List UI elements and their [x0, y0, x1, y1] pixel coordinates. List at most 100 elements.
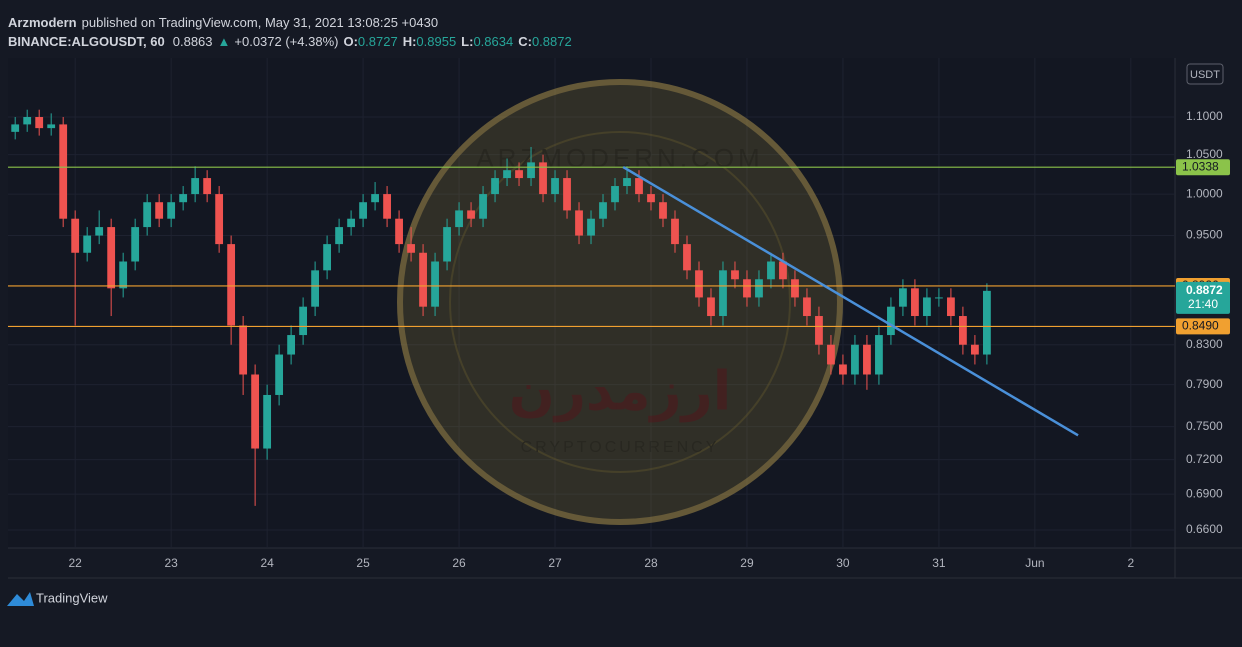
x-tick-label: 29 [740, 556, 754, 570]
currency: USDT [1190, 69, 1220, 81]
grid [8, 58, 1175, 548]
candle-body [311, 270, 320, 307]
y-tick-label: 1.1000 [1186, 109, 1223, 123]
candle-body [875, 335, 883, 375]
ohlc-value: 0.8634 [473, 34, 513, 49]
x-tick-label: 22 [68, 556, 82, 570]
candle-body [479, 194, 487, 219]
level-label: 0.8490 [1182, 319, 1219, 333]
y-tick-label: 0.9500 [1186, 228, 1223, 242]
published: published on TradingView.com, May 31, 20… [82, 15, 438, 30]
candle-body [851, 344, 859, 375]
level-label: 1.0338 [1182, 159, 1219, 173]
header-line-2: BINANCE:ALGOUSDT, 60 0.8863 ▲ +0.0372 (+4.3… [8, 34, 572, 49]
candle-body [971, 344, 979, 355]
candle-body [383, 194, 391, 219]
candle-body [863, 344, 871, 375]
header-line-1: Arzmodern published on TradingView.com, M… [8, 15, 438, 30]
candle-body [743, 279, 751, 298]
candle-body [275, 354, 284, 395]
candle-body [239, 325, 248, 375]
ohlc-key: L: [461, 34, 473, 49]
ohlc-key: O: [343, 34, 357, 49]
candle-body [251, 374, 260, 449]
y-tick-label: 0.6600 [1186, 522, 1223, 536]
candle-body [155, 202, 164, 219]
candle-body [503, 170, 511, 179]
ohlc-key: C: [518, 34, 532, 49]
candle-body [767, 261, 775, 280]
watermark-site: ARZMODERN.COM [476, 143, 763, 173]
candle-body [71, 218, 80, 253]
candle-body [83, 235, 92, 253]
candle-body [407, 244, 415, 253]
candle-body [323, 244, 332, 271]
candle-body [563, 178, 571, 211]
candle-body [299, 306, 308, 336]
y-tick-label: 0.6900 [1186, 486, 1223, 500]
candle-body [227, 244, 236, 326]
candle-body [887, 306, 895, 336]
candle-body [107, 227, 116, 289]
marks [8, 109, 1175, 506]
y-tick-label: 0.7200 [1186, 452, 1223, 466]
candle-body [179, 194, 188, 203]
candle-body [35, 117, 44, 129]
x-tick-label: 2 [1128, 556, 1135, 570]
ohlc-value: 0.8955 [416, 34, 456, 49]
candle-body [359, 202, 367, 219]
candle-body [215, 194, 224, 245]
candle-body [11, 124, 20, 132]
candle-body [23, 117, 32, 125]
axes: 0.6600 0.6900 0.7200 0.7500 0.7900 0.8300 0.95… [68, 109, 1230, 570]
candle-body [695, 270, 703, 298]
plot-area [8, 58, 1175, 548]
x-tick-label: 27 [548, 556, 562, 570]
candle-body [671, 218, 679, 245]
candle-body [551, 178, 559, 195]
candle-body [539, 162, 547, 195]
candle-body [935, 297, 943, 299]
candle-body [779, 261, 787, 280]
candle-body [611, 186, 619, 203]
candle-body [515, 170, 523, 179]
candle-body [371, 194, 379, 203]
candle-body [347, 218, 355, 228]
x-tick-label: 28 [644, 556, 658, 570]
x-tick-label: Jun [1025, 556, 1044, 570]
ohlc-value: 0.8872 [532, 34, 572, 49]
candle-body [419, 252, 427, 307]
candle-body [395, 218, 403, 245]
y-tick-label: 0.7500 [1186, 419, 1223, 433]
symbol: BINANCE:ALGOUSDT, 60 [8, 34, 165, 49]
last-price-label: 0.8872 [1186, 283, 1223, 297]
x-tick-label: 25 [356, 556, 370, 570]
candle-body [587, 218, 595, 236]
candle-body [95, 227, 104, 236]
candle-body [911, 288, 919, 317]
candle-body [143, 202, 152, 228]
candle-body [839, 364, 847, 375]
candle-body [203, 178, 212, 195]
trendline [622, 165, 1079, 437]
candle-body [803, 297, 811, 317]
y-tick-label: 0.8300 [1186, 337, 1223, 351]
countdown: 21:40 [1188, 297, 1218, 311]
candle-body [719, 270, 727, 317]
candle-body [575, 210, 583, 236]
candle-body [191, 178, 200, 195]
candle-body [287, 335, 296, 355]
candle-body [443, 227, 451, 262]
candle-body [431, 261, 439, 307]
x-tick-label: 31 [932, 556, 946, 570]
candle-body [119, 261, 128, 289]
candle-body [827, 344, 835, 365]
last-price: 0.8863 [173, 34, 213, 49]
candle-body [131, 227, 140, 262]
ohlc-value: 0.8727 [358, 34, 398, 49]
brand: TradingView [36, 590, 108, 605]
candle-body [707, 297, 715, 317]
change-arrow: ▲ [218, 34, 231, 49]
candle-body [635, 178, 643, 195]
